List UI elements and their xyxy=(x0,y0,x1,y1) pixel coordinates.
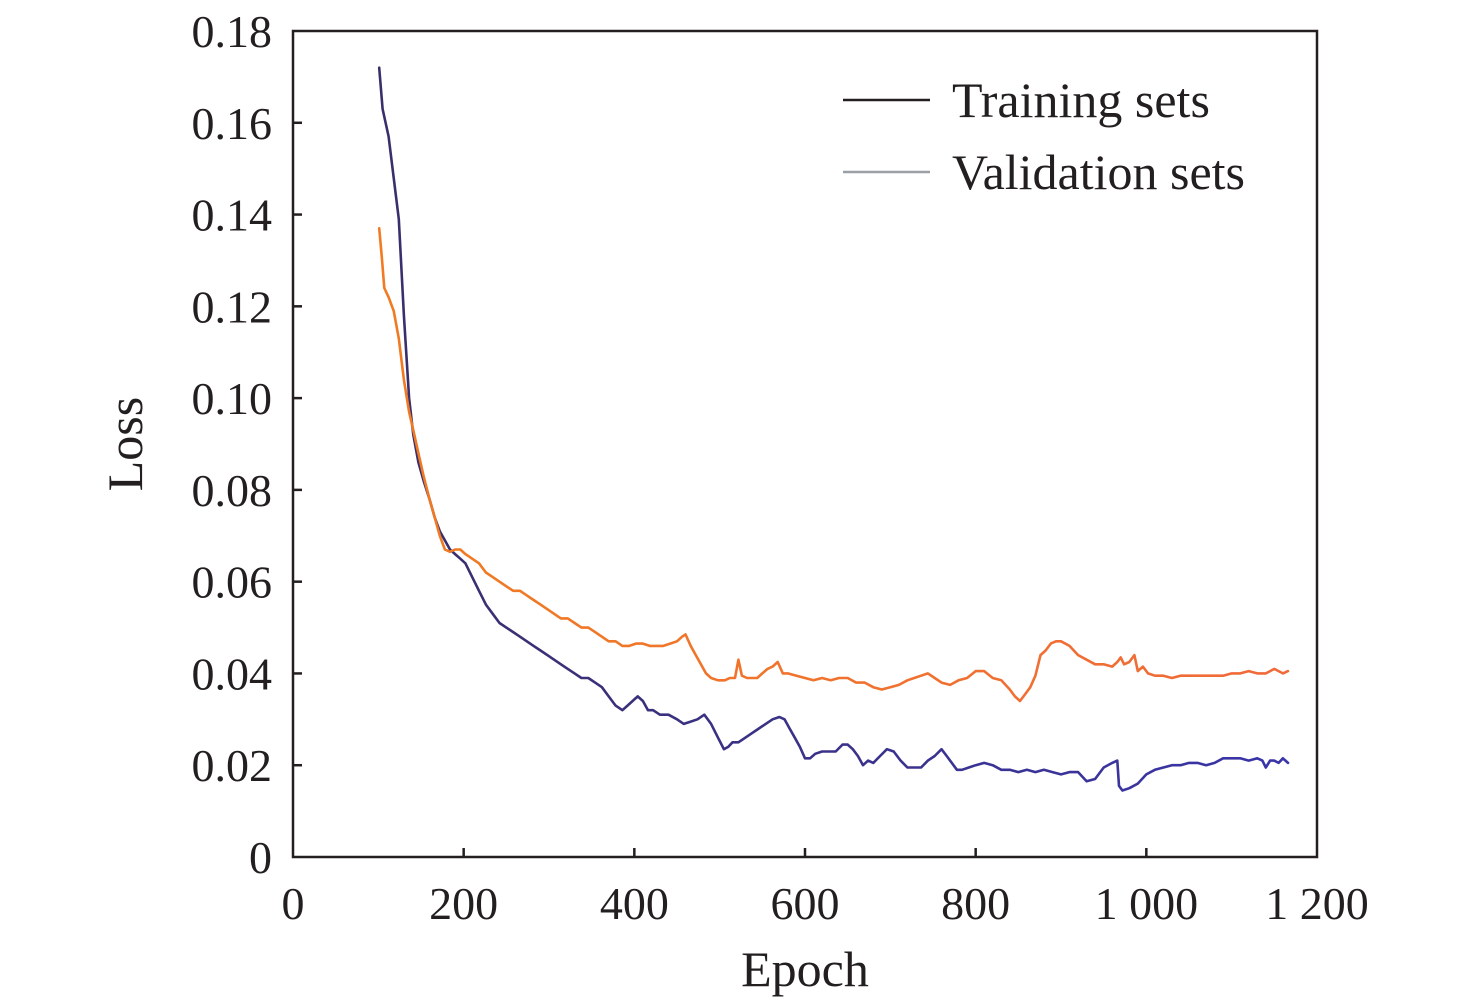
x-axis: 0 200 400 600 800 1 000 1 200 xyxy=(282,848,1369,929)
x-tick-label: 1 200 xyxy=(1265,878,1369,929)
y-tick-label: 0.08 xyxy=(192,465,273,516)
x-axis-label: Epoch xyxy=(741,941,869,997)
y-tick-label: 0 xyxy=(249,832,272,883)
series-line-training-sets xyxy=(377,66,1290,792)
y-axis: 0 0.02 0.04 0.06 0.08 0.10 0.12 0.14 0.16 0.18 xyxy=(192,6,302,883)
y-tick-label: 0.14 xyxy=(192,190,273,241)
legend: Training sets Validation sets xyxy=(843,72,1245,200)
x-tick-label: 400 xyxy=(600,878,669,929)
legend-label-validation-sets: Validation sets xyxy=(952,144,1245,200)
y-axis-label: Loss xyxy=(97,397,153,491)
y-tick-label: 0.02 xyxy=(192,740,273,791)
y-tick-label: 0.10 xyxy=(192,373,273,424)
y-tick-label: 0.16 xyxy=(192,98,273,149)
legend-label-training-sets: Training sets xyxy=(952,72,1210,128)
x-tick-label: 200 xyxy=(429,878,498,929)
x-tick-label: 0 xyxy=(282,878,305,929)
y-tick-label: 0.18 xyxy=(192,6,273,57)
y-tick-label: 0.06 xyxy=(192,557,273,608)
y-tick-label: 0.04 xyxy=(192,648,273,699)
x-tick-label: 600 xyxy=(771,878,840,929)
y-tick-label: 0.12 xyxy=(192,281,273,332)
x-tick-label: 800 xyxy=(941,878,1010,929)
series-line-validation-sets xyxy=(377,227,1290,703)
series-layer xyxy=(377,66,1290,792)
x-tick-label: 1 000 xyxy=(1095,878,1199,929)
